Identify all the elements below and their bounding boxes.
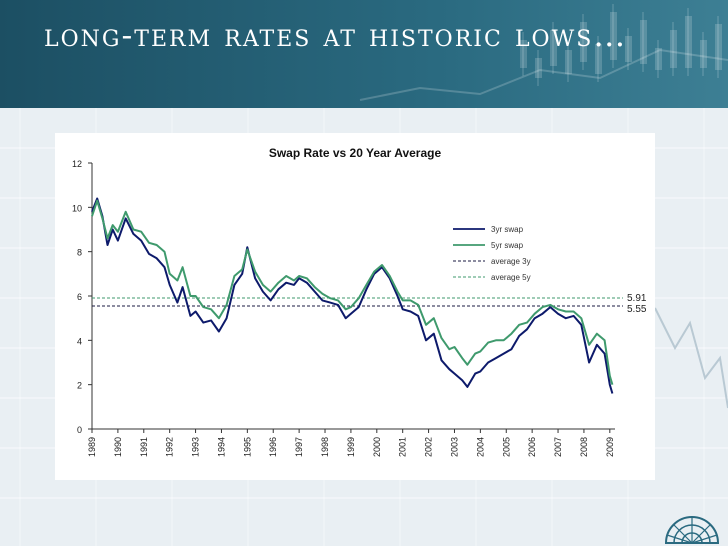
- compass-logo-icon: [664, 516, 720, 544]
- x-tick-label: 1997: [294, 437, 304, 457]
- x-tick-label: 2007: [553, 437, 563, 457]
- candle-body: [565, 50, 572, 74]
- average-value-label: 5.91: [627, 293, 647, 304]
- chart-panel: Swap Rate vs 20 Year Average 0 2 4 6 8 10 12 19…: [55, 133, 655, 480]
- swap-rate-chart: Swap Rate vs 20 Year Average 0 2 4 6 8 10 12 19…: [72, 146, 647, 457]
- x-tick-label: 2006: [527, 437, 537, 457]
- series-lines: [91, 197, 614, 394]
- series-line-5yr-swap: [91, 199, 614, 385]
- series-line-3yr-swap: [91, 197, 614, 394]
- candle-body: [535, 58, 542, 78]
- legend: 3yr swap 5yr swap average 3y average 5y: [453, 225, 531, 282]
- y-tick-label: 0: [77, 425, 82, 435]
- x-tick-label: 2002: [424, 437, 434, 457]
- candle-body: [655, 48, 662, 70]
- average-value-label: 5.55: [627, 304, 647, 315]
- candle-body: [670, 30, 677, 68]
- candle-body: [715, 24, 722, 70]
- x-tick-label: 2004: [475, 437, 485, 457]
- x-tick-label: 1993: [191, 437, 201, 457]
- x-tick-label: 2000: [372, 437, 382, 457]
- candle-body: [685, 16, 692, 68]
- legend-label: average 5y: [491, 273, 531, 282]
- x-tick-label: 2005: [501, 437, 511, 457]
- x-tick-label: 1995: [242, 437, 252, 457]
- x-tick-label: 1996: [268, 437, 278, 457]
- y-tick-label: 8: [77, 248, 82, 258]
- candle-body: [580, 22, 587, 62]
- legend-label: average 3y: [491, 257, 531, 266]
- y-tick-label: 6: [77, 292, 82, 302]
- y-tick-label: 4: [77, 336, 82, 346]
- x-tick-label: 1998: [320, 437, 330, 457]
- y-tick-label: 12: [72, 159, 82, 169]
- candle-body: [700, 40, 707, 68]
- candlestick-decoration: [359, 4, 728, 101]
- chart-title: Swap Rate vs 20 Year Average: [269, 146, 442, 160]
- x-tick-label: 1999: [346, 437, 356, 457]
- title-banner: Long-term rates at historic lows…: [0, 0, 728, 108]
- legend-label: 5yr swap: [491, 241, 524, 250]
- candle-body: [520, 40, 527, 68]
- candle-body: [595, 44, 602, 74]
- y-tick-label: 10: [72, 203, 82, 213]
- x-tick-label: 2003: [449, 437, 459, 457]
- slide-title: Long-term rates at historic lows…: [44, 16, 628, 54]
- candle-body: [625, 36, 632, 62]
- bg-trend-line: [654, 307, 728, 409]
- candle-body: [610, 12, 617, 60]
- x-tick-label: 2001: [398, 437, 408, 457]
- trend-line: [359, 48, 728, 101]
- legend-label: 3yr swap: [491, 225, 524, 234]
- x-tick-label: 2008: [579, 437, 589, 457]
- axes: 0 2 4 6 8 10 12 1989 1990 1991 1992 1993 1994 1995 199…: [72, 159, 615, 457]
- candle-body: [550, 30, 557, 66]
- x-tick-label: 1989: [87, 437, 97, 457]
- candle-body: [640, 20, 647, 64]
- x-tick-label: 1994: [216, 437, 226, 457]
- y-tick-label: 2: [77, 381, 82, 391]
- x-tick-label: 2009: [605, 437, 615, 457]
- x-tick-label: 1991: [139, 437, 149, 457]
- average-lines: 5.555.91: [92, 293, 647, 315]
- x-tick-label: 1990: [113, 437, 123, 457]
- x-tick-label: 1992: [165, 437, 175, 457]
